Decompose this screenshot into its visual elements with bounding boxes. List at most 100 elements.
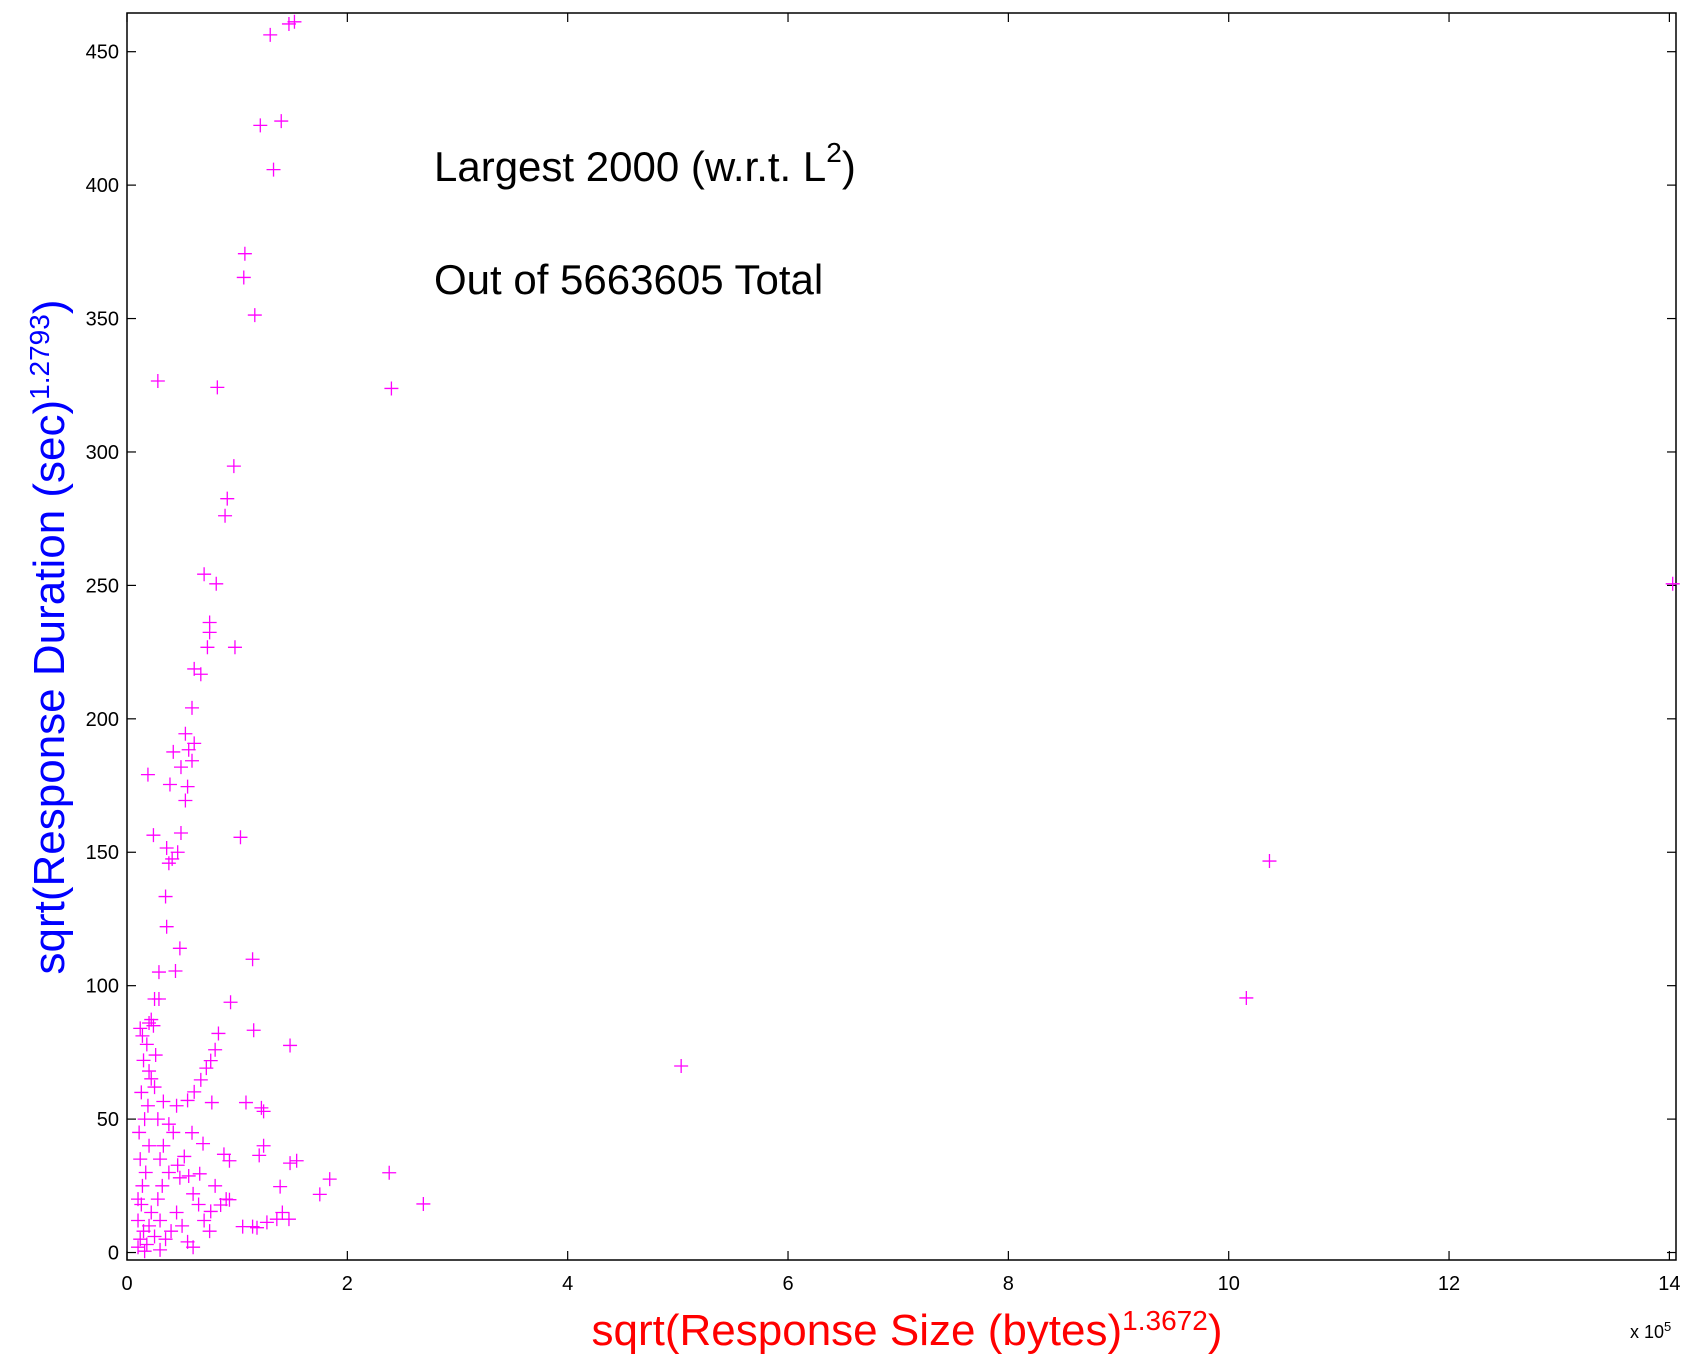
y-tick-label: 300 — [86, 442, 119, 464]
point — [210, 380, 225, 395]
point — [274, 114, 289, 129]
point — [140, 767, 155, 782]
point — [203, 1204, 218, 1219]
y-label-text: sqrt(Response Duration (sec) — [25, 400, 74, 975]
point — [236, 270, 251, 285]
point — [252, 1148, 267, 1163]
point — [173, 760, 188, 775]
point — [151, 965, 166, 980]
point — [168, 963, 183, 978]
point — [131, 1240, 146, 1255]
point — [177, 1149, 192, 1164]
point — [196, 1136, 211, 1151]
point — [1262, 854, 1277, 869]
point — [161, 856, 176, 871]
point — [185, 700, 200, 715]
multiplier-text: x 10 — [1630, 1322, 1664, 1342]
point — [384, 381, 399, 396]
point — [233, 830, 248, 845]
point — [146, 828, 161, 843]
point — [250, 1220, 265, 1235]
point — [153, 1152, 168, 1167]
y-tick-label: 0 — [108, 1243, 119, 1265]
point — [187, 736, 202, 751]
point — [136, 1053, 151, 1068]
point — [172, 1170, 187, 1185]
point — [156, 1138, 171, 1153]
point — [144, 1205, 159, 1220]
y-axis-label: sqrt(Response Duration (sec)1.2793) — [24, 300, 75, 975]
point — [273, 1179, 288, 1194]
x-label-tail: ) — [1208, 1306, 1223, 1355]
point — [200, 640, 215, 655]
y-tick-label: 50 — [97, 1109, 119, 1131]
point — [187, 1084, 202, 1099]
y-tick-label: 150 — [86, 842, 119, 864]
y-tick-label: 200 — [86, 709, 119, 731]
x-tick-label: 12 — [1438, 1273, 1460, 1295]
x-label-sup: 1.3672 — [1122, 1305, 1208, 1336]
x-multiplier: x 105 — [1630, 1319, 1671, 1343]
point — [132, 1125, 147, 1140]
point — [166, 1125, 181, 1140]
point — [208, 1178, 223, 1193]
point — [185, 753, 200, 768]
point — [155, 1178, 170, 1193]
annotation: Out of 5663605 Total — [434, 256, 823, 303]
point — [150, 1112, 165, 1127]
point — [193, 1072, 208, 1087]
point — [169, 1205, 184, 1220]
point — [1239, 990, 1254, 1005]
point — [219, 1192, 234, 1207]
point — [281, 1212, 296, 1227]
point — [135, 1028, 150, 1043]
x-axis-label: sqrt(Response Size (bytes)1.3672) — [592, 1305, 1223, 1356]
point — [218, 508, 233, 523]
point — [253, 118, 268, 133]
point — [153, 1242, 168, 1257]
point — [139, 1037, 154, 1052]
point — [180, 1093, 195, 1108]
point — [216, 1147, 231, 1162]
point — [133, 1232, 148, 1247]
point — [164, 1224, 179, 1239]
point — [133, 1152, 148, 1167]
point — [169, 1098, 184, 1113]
annotation-sup: 2 — [826, 137, 842, 168]
point — [180, 779, 195, 794]
annotation-tail: ) — [842, 143, 856, 190]
point — [142, 1138, 157, 1153]
x-tick-label: 6 — [782, 1273, 793, 1295]
point — [180, 1234, 195, 1249]
point — [178, 726, 193, 741]
annotation-text: Out of 5663605 Total — [434, 256, 823, 303]
point — [254, 1100, 269, 1115]
x-tick-label: 8 — [1003, 1273, 1014, 1295]
point — [197, 1213, 212, 1228]
point — [211, 1026, 226, 1041]
x-tick-label: 4 — [562, 1273, 573, 1295]
point — [156, 1094, 171, 1109]
point — [213, 1198, 228, 1213]
point — [222, 1153, 237, 1168]
point — [138, 1165, 153, 1180]
point — [226, 459, 241, 474]
point — [382, 1165, 397, 1180]
point — [159, 919, 174, 934]
point — [223, 995, 238, 1010]
point — [142, 1218, 157, 1233]
point — [674, 1059, 689, 1073]
point — [140, 1098, 155, 1113]
point — [237, 246, 252, 261]
point — [256, 1104, 271, 1119]
y-tick-label: 350 — [86, 309, 119, 331]
point — [185, 1125, 200, 1140]
point — [238, 1095, 253, 1110]
point — [322, 1172, 337, 1187]
point — [247, 308, 262, 323]
y-tick-label: 450 — [86, 42, 119, 64]
point — [158, 889, 173, 904]
point — [159, 840, 174, 855]
point — [269, 1212, 284, 1227]
